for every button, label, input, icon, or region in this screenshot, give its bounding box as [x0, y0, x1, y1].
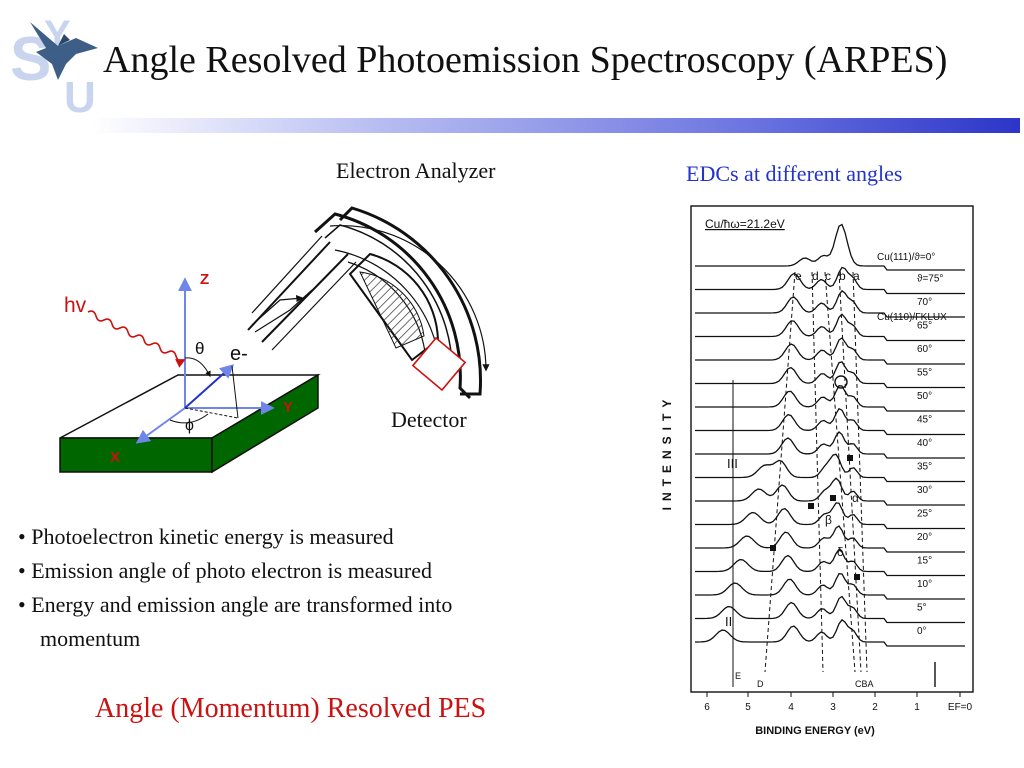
theta-label: θ [195, 339, 204, 358]
edc-curve [695, 337, 965, 365]
angle-label: 65° [917, 321, 932, 332]
angle-label: 70° [917, 297, 932, 308]
x-tick-label: 4 [788, 702, 794, 713]
x-tick-label: 5 [745, 702, 751, 713]
angle-label: 10° [917, 579, 932, 590]
peak-marker [847, 455, 853, 461]
bullet-item: • Photoelectron kinetic energy is measur… [18, 524, 394, 549]
x-tick-label: EF=0 [948, 702, 973, 713]
angle-label: 5° [917, 603, 927, 614]
logo: S Y U [10, 13, 98, 118]
edc-curve [695, 385, 965, 412]
peak-letter: c [825, 269, 831, 283]
angle-label: 30° [917, 485, 932, 496]
dispersion-line [852, 271, 868, 673]
dispersion-line [811, 271, 824, 673]
edc-curve [695, 525, 965, 553]
logo-letter-u: U [64, 73, 96, 118]
angle-label: ϑ=75° [917, 274, 943, 285]
peak-letter: a [853, 269, 860, 283]
bottom-letter: D [757, 679, 764, 689]
greek-label: α [852, 491, 859, 505]
edc-heading: EDCs at different angles [686, 161, 903, 186]
detector-box [411, 336, 467, 392]
page-title: Angle Resolved Photoemission Spectroscop… [103, 39, 948, 81]
y-axis-label: INTENSITY [660, 394, 674, 511]
arpes-diagram: Z Y X θ ϕ e- hv [59, 206, 490, 474]
edc-plot-svg: 6 5 4 3 2 1 EF=0 BINDING ENERGY (eV) INTENSITY Cu… [660, 205, 974, 737]
plot-frame [690, 205, 974, 693]
sample-slab [59, 373, 321, 474]
dispersion-line [824, 271, 856, 673]
edc-curve [695, 595, 965, 624]
phi-label: ϕ [185, 417, 194, 434]
x-tick-label: 2 [872, 702, 878, 713]
x-tick-label: 6 [704, 702, 710, 713]
x-axis-label: BINDING ENERGY (eV) [755, 725, 875, 737]
roman-label: III [727, 456, 738, 471]
dispersion-line [764, 271, 796, 673]
peak-circle [834, 375, 848, 389]
x-tick-label: 1 [914, 702, 920, 713]
coordinate-axes [135, 277, 275, 444]
peak-letter: d [812, 269, 819, 283]
greek-label: β [825, 513, 832, 527]
peak-letter: e [795, 269, 802, 283]
detector-label: Detector [391, 407, 467, 432]
bullet-list: • Photoelectron kinetic energy is measur… [18, 520, 628, 656]
dispersion-line [838, 271, 862, 673]
peak-marker [830, 495, 836, 501]
title-underline-bar [92, 118, 1020, 133]
edc-curve [695, 223, 965, 271]
greek-label: δ [837, 545, 844, 559]
edc-curve [695, 431, 965, 459]
axis-x-label: X [110, 449, 120, 466]
angle-label: 50° [917, 391, 932, 402]
edc-curve [695, 453, 965, 483]
bullet-item: • Energy and emission angle are transfor… [18, 592, 453, 617]
edc-curve [695, 573, 965, 600]
bullet-item-continuation: momentum [40, 626, 141, 651]
electron-label: e- [230, 343, 248, 365]
photon-wave [87, 310, 186, 368]
edc-curve [695, 313, 965, 342]
edc-curve [695, 289, 965, 318]
axis-z-label: Z [200, 271, 209, 288]
source-label: Cu/ħω=21.2eV [705, 217, 785, 231]
angle-label: 20° [917, 532, 932, 543]
edc-curve [695, 477, 965, 506]
angle-label: 45° [917, 415, 932, 426]
bottom-letter: E [735, 671, 741, 681]
peak-marker [808, 503, 814, 509]
edc-curve [695, 618, 965, 647]
peak-marker [854, 574, 860, 580]
bullet-item: • Emission angle of photo electron is me… [18, 558, 432, 583]
angle-label: 15° [917, 556, 932, 567]
angle-label: 40° [917, 438, 932, 449]
edc-curve [695, 407, 965, 436]
axis-y-label: Y [283, 399, 293, 416]
edc-plot: 6 5 4 3 2 1 EF=0 BINDING ENERGY (eV) INTENSITY Cu… [655, 192, 995, 752]
x-tick-label: 3 [830, 702, 836, 713]
roman-label: II [725, 614, 732, 629]
electron-analyzer [247, 206, 490, 400]
angle-label: 55° [917, 368, 932, 379]
angle-label: 0° [917, 626, 927, 637]
edc-curve [695, 266, 965, 295]
top-curve-label: Cu(111)/ϑ=0° [877, 252, 935, 263]
bottom-letter: CBA [855, 679, 874, 689]
peak-letter: b [839, 269, 846, 283]
edc-curve [695, 502, 965, 530]
electron-analyzer-label: Electron Analyzer [336, 158, 496, 183]
angle-label: 35° [917, 462, 932, 473]
footer-caption: Angle (Momentum) Resolved PES [95, 693, 487, 724]
angle-label: 25° [917, 509, 932, 520]
photon-label: hv [64, 294, 87, 317]
angle-label: 60° [917, 344, 932, 355]
peak-marker [770, 545, 776, 551]
edc-curve [695, 361, 965, 389]
edc-curve [695, 548, 965, 577]
eagle-icon [30, 22, 98, 80]
